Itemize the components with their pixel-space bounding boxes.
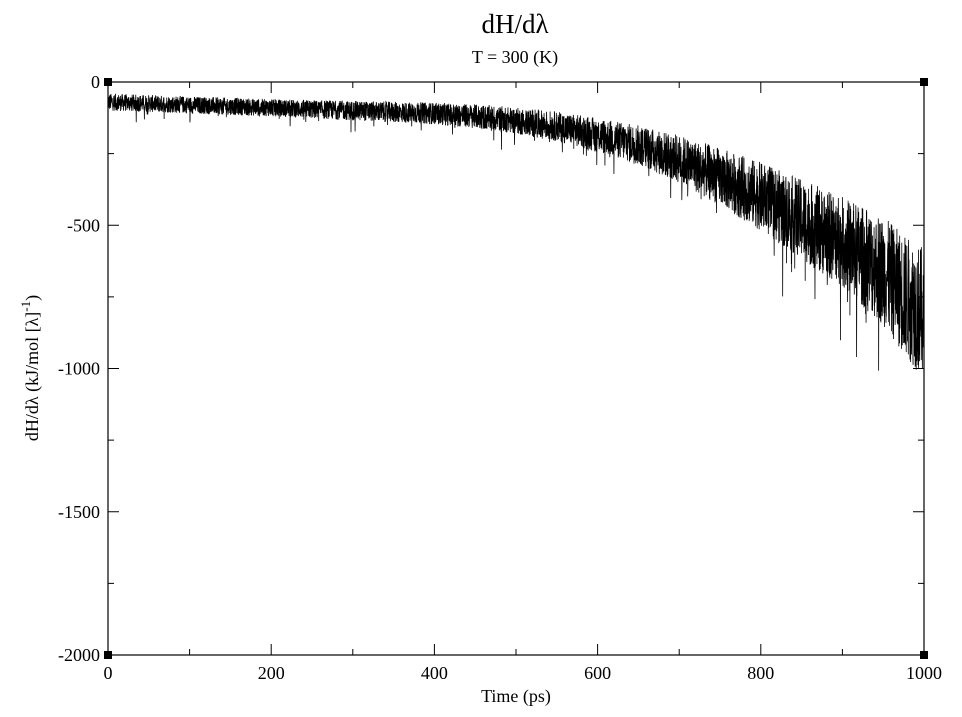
corner-marker — [920, 651, 928, 659]
y-axis-label-sup: -1 — [18, 301, 33, 312]
axis-ticks — [107, 81, 925, 656]
series-line — [107, 93, 925, 371]
chart-subtitle: T = 300 (K) — [472, 47, 558, 68]
x-tick-label: 800 — [747, 663, 774, 683]
x-tick-labels: 0 200 400 600 800 1000 — [104, 663, 943, 683]
x-axis-label: Time (ps) — [481, 686, 551, 707]
y-tick-label: -2000 — [58, 645, 100, 665]
y-tick-label: 0 — [91, 72, 100, 92]
y-axis-label-close: ) — [22, 295, 43, 301]
corner-marker — [920, 78, 928, 86]
x-tick-label: 1000 — [906, 663, 942, 683]
chart-title: dH/dλ — [481, 9, 548, 39]
y-tick-label: -1500 — [58, 502, 100, 522]
corner-marker — [104, 78, 112, 86]
corner-markers — [104, 78, 928, 659]
plot-frame — [107, 81, 925, 656]
x-tick-label: 0 — [104, 663, 113, 683]
corner-marker — [104, 651, 112, 659]
y-axis-label-main: dH/dλ (kJ/mol [λ] — [22, 312, 43, 441]
y-tick-label: -1000 — [58, 359, 100, 379]
x-tick-label: 200 — [258, 663, 285, 683]
y-tick-label: -500 — [67, 215, 100, 235]
x-tick-label: 400 — [421, 663, 448, 683]
y-tick-labels: 0 -500 -1000 -1500 -2000 — [58, 72, 100, 665]
data-series — [107, 93, 925, 371]
y-axis-label: dH/dλ (kJ/mol [λ]-1) — [18, 295, 43, 441]
x-tick-label: 600 — [584, 663, 611, 683]
